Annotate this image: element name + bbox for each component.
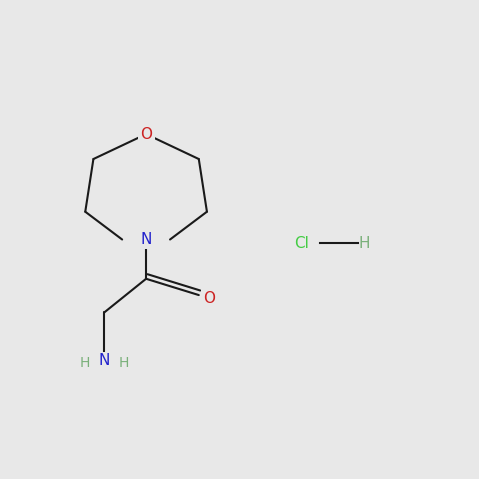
Text: H: H [358,236,370,251]
Text: O: O [203,291,216,307]
Text: O: O [140,126,152,142]
Text: Cl: Cl [294,236,309,251]
Text: N: N [99,353,110,368]
Text: N: N [140,232,152,247]
Text: H: H [118,356,129,370]
Text: H: H [80,356,91,370]
